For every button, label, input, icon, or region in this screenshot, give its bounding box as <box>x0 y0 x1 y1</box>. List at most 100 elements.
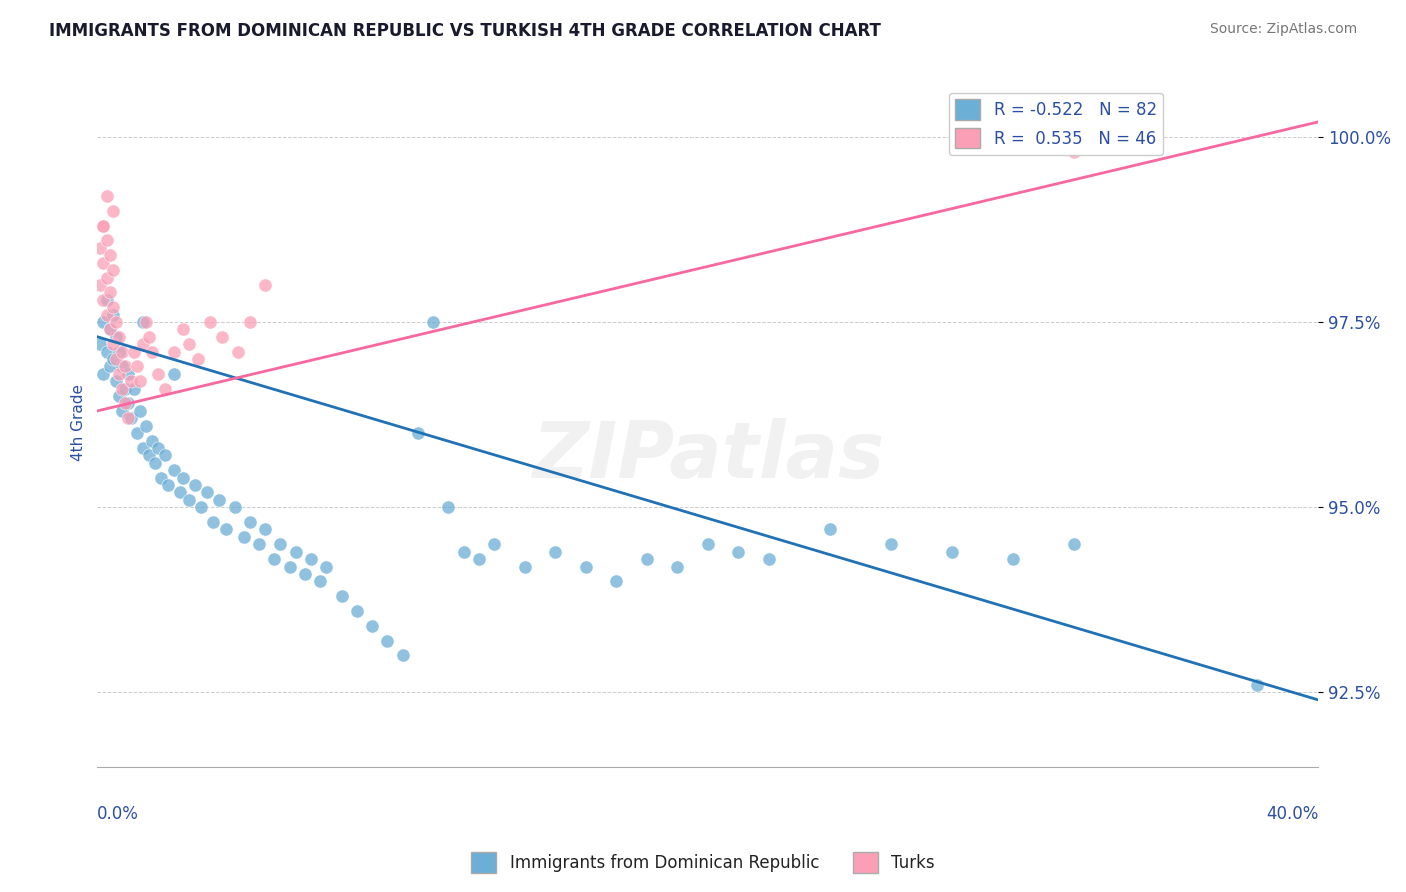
Point <box>96 270 118 285</box>
Point <box>330 589 353 603</box>
Point <box>758 552 780 566</box>
Point <box>104 351 127 366</box>
Point <box>247 537 270 551</box>
Point <box>605 574 627 589</box>
Point <box>727 544 749 558</box>
Point <box>391 648 413 663</box>
Point <box>122 382 145 396</box>
Point <box>96 344 118 359</box>
Point <box>202 515 225 529</box>
Point <box>96 308 118 322</box>
Point <box>269 537 291 551</box>
Point <box>263 552 285 566</box>
Point <box>125 359 148 374</box>
Point <box>107 389 129 403</box>
Point <box>107 367 129 381</box>
Point <box>104 330 127 344</box>
Point <box>101 337 124 351</box>
Point <box>132 441 155 455</box>
Legend: Immigrants from Dominican Republic, Turks: Immigrants from Dominican Republic, Turk… <box>465 846 941 880</box>
Point <box>284 544 307 558</box>
Point <box>117 411 139 425</box>
Point <box>120 411 142 425</box>
Point <box>163 344 186 359</box>
Point <box>96 189 118 203</box>
Point <box>1063 145 1085 159</box>
Point <box>211 330 233 344</box>
Point <box>122 344 145 359</box>
Point <box>153 382 176 396</box>
Point <box>422 315 444 329</box>
Point <box>224 500 246 515</box>
Point <box>254 277 277 292</box>
Point <box>148 441 170 455</box>
Point <box>148 367 170 381</box>
Point <box>143 456 166 470</box>
Point <box>153 448 176 462</box>
Text: ZIPatlas: ZIPatlas <box>531 418 884 494</box>
Point <box>96 293 118 307</box>
Point <box>214 523 236 537</box>
Point <box>104 374 127 388</box>
Point <box>89 277 111 292</box>
Point <box>138 330 160 344</box>
Point <box>696 537 718 551</box>
Point <box>101 300 124 314</box>
Text: 0.0%: 0.0% <box>97 805 139 823</box>
Point <box>125 426 148 441</box>
Point <box>239 515 262 529</box>
Point <box>190 500 212 515</box>
Y-axis label: 4th Grade: 4th Grade <box>72 384 86 460</box>
Point <box>93 293 115 307</box>
Point <box>1002 552 1025 566</box>
Point <box>135 315 157 329</box>
Point <box>129 404 152 418</box>
Point <box>89 241 111 255</box>
Point <box>172 470 194 484</box>
Point <box>111 344 134 359</box>
Point <box>114 359 136 374</box>
Point <box>187 351 209 366</box>
Point <box>93 256 115 270</box>
Point <box>93 219 115 233</box>
Point <box>117 396 139 410</box>
Point <box>208 492 231 507</box>
Point <box>107 330 129 344</box>
Point <box>114 396 136 410</box>
Point <box>169 485 191 500</box>
Point <box>315 559 337 574</box>
Point <box>114 382 136 396</box>
Point <box>117 367 139 381</box>
Point <box>156 478 179 492</box>
Point <box>346 604 368 618</box>
Point <box>111 404 134 418</box>
Point <box>468 552 491 566</box>
Point <box>226 344 249 359</box>
Point <box>98 322 121 336</box>
Point <box>141 434 163 448</box>
Point <box>818 523 841 537</box>
Point <box>177 492 200 507</box>
Point <box>172 322 194 336</box>
Point <box>941 544 963 558</box>
Point <box>132 315 155 329</box>
Point <box>141 344 163 359</box>
Text: Source: ZipAtlas.com: Source: ZipAtlas.com <box>1209 22 1357 37</box>
Point <box>135 418 157 433</box>
Point <box>1063 537 1085 551</box>
Point <box>294 566 316 581</box>
Point <box>111 359 134 374</box>
Point <box>666 559 689 574</box>
Point <box>482 537 505 551</box>
Point <box>513 559 536 574</box>
Point <box>636 552 658 566</box>
Point <box>120 374 142 388</box>
Point <box>1246 678 1268 692</box>
Point <box>437 500 460 515</box>
Point <box>309 574 332 589</box>
Text: IMMIGRANTS FROM DOMINICAN REPUBLIC VS TURKISH 4TH GRADE CORRELATION CHART: IMMIGRANTS FROM DOMINICAN REPUBLIC VS TU… <box>49 22 882 40</box>
Point <box>98 359 121 374</box>
Point <box>89 337 111 351</box>
Point <box>254 523 277 537</box>
Point <box>98 322 121 336</box>
